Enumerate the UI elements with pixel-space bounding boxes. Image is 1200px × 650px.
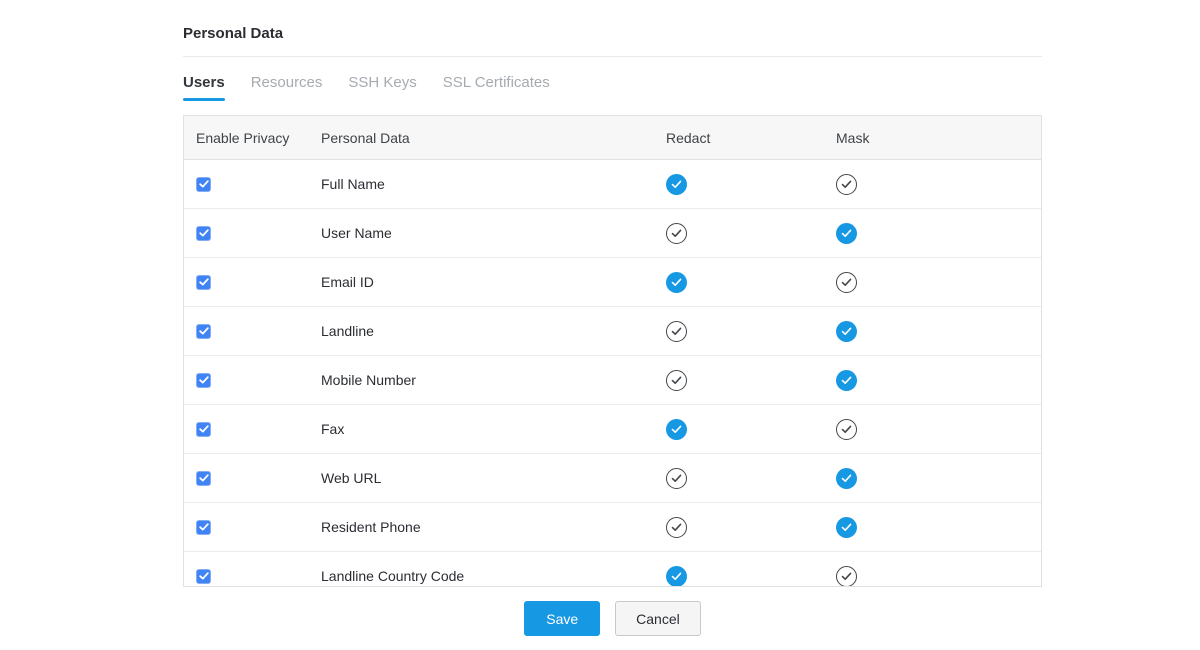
tab-bar: Users Resources SSH Keys SSL Certificate… [183, 57, 1042, 101]
check-icon [198, 327, 209, 335]
check-icon [671, 523, 682, 531]
row-label: User Name [321, 225, 392, 241]
redact-indicator[interactable] [666, 418, 687, 440]
check-icon [198, 523, 209, 531]
enable-privacy-checkbox[interactable] [196, 274, 211, 290]
column-header-mask: Mask [836, 129, 870, 146]
mask-indicator[interactable] [836, 418, 857, 440]
redact-indicator[interactable] [666, 222, 687, 244]
enable-privacy-checkbox[interactable] [196, 176, 211, 192]
check-icon [841, 229, 852, 237]
check-icon [671, 327, 682, 335]
check-icon [198, 278, 209, 286]
check-icon [671, 180, 682, 188]
table-row: User Name [184, 209, 1041, 258]
column-header-enable-privacy: Enable Privacy [196, 129, 290, 146]
check-icon [671, 376, 682, 384]
check-icon [671, 278, 682, 286]
check-icon [841, 180, 852, 188]
redact-indicator[interactable] [666, 467, 687, 489]
row-label: Mobile Number [321, 372, 416, 388]
row-label: Landline Country Code [321, 568, 465, 584]
enable-privacy-checkbox[interactable] [196, 225, 211, 241]
mask-indicator[interactable] [836, 271, 857, 293]
check-icon [841, 474, 852, 482]
check-icon [198, 229, 209, 237]
table-header-row: Enable Privacy Personal Data Redact Mask [184, 116, 1041, 160]
tab-resources[interactable]: Resources [250, 74, 323, 91]
row-label: Fax [321, 421, 345, 437]
row-label: Web URL [321, 470, 382, 486]
check-icon [841, 376, 852, 384]
enable-privacy-checkbox[interactable] [196, 323, 211, 339]
check-icon [841, 327, 852, 335]
check-icon [671, 572, 682, 580]
mask-indicator[interactable] [836, 320, 857, 342]
table-row: Landline [184, 307, 1041, 356]
row-label: Resident Phone [321, 519, 421, 535]
check-icon [841, 425, 852, 433]
save-button[interactable]: Save [524, 601, 601, 636]
page-title: Personal Data [183, 25, 284, 42]
redact-indicator[interactable] [666, 271, 687, 293]
check-icon [671, 229, 682, 237]
table-row: Mobile Number [184, 356, 1041, 405]
action-bar: Save Cancel [183, 601, 1042, 636]
check-icon [841, 523, 852, 531]
row-label: Full Name [321, 176, 385, 192]
tab-ssh-keys[interactable]: SSH Keys [348, 74, 417, 91]
mask-indicator[interactable] [836, 369, 857, 391]
redact-indicator[interactable] [666, 565, 687, 586]
check-icon [198, 474, 209, 482]
tab-users[interactable]: Users [183, 74, 225, 101]
tab-ssl-certificates[interactable]: SSL Certificates [442, 74, 550, 91]
row-label: Landline [321, 323, 374, 339]
table-row: Email ID [184, 258, 1041, 307]
check-icon [841, 278, 852, 286]
table-row: Fax [184, 405, 1041, 454]
redact-indicator[interactable] [666, 173, 687, 195]
mask-indicator[interactable] [836, 467, 857, 489]
enable-privacy-checkbox[interactable] [196, 519, 211, 535]
table-row: Web URL [184, 454, 1041, 503]
column-header-personal-data: Personal Data [321, 129, 410, 146]
check-icon [671, 474, 682, 482]
row-label: Email ID [321, 274, 374, 290]
check-icon [198, 180, 209, 188]
cancel-button[interactable]: Cancel [615, 601, 701, 636]
title-divider [183, 56, 1042, 57]
personal-data-table: Enable Privacy Personal Data Redact Mask… [183, 115, 1042, 587]
table-row: Resident Phone [184, 503, 1041, 552]
mask-indicator[interactable] [836, 565, 857, 586]
check-icon [671, 425, 682, 433]
column-header-redact: Redact [666, 129, 711, 146]
enable-privacy-checkbox[interactable] [196, 568, 211, 584]
enable-privacy-checkbox[interactable] [196, 470, 211, 486]
table-row: Full Name [184, 160, 1041, 209]
table-row: Landline Country Code [184, 552, 1041, 586]
mask-indicator[interactable] [836, 516, 857, 538]
redact-indicator[interactable] [666, 516, 687, 538]
redact-indicator[interactable] [666, 369, 687, 391]
check-icon [198, 425, 209, 433]
mask-indicator[interactable] [836, 173, 857, 195]
check-icon [198, 572, 209, 580]
check-icon [198, 376, 209, 384]
redact-indicator[interactable] [666, 320, 687, 342]
check-icon [841, 572, 852, 580]
table-body: Full Name User Name [184, 160, 1041, 586]
personal-data-panel: Personal Data Users Resources SSH Keys S… [183, 0, 1042, 636]
enable-privacy-checkbox[interactable] [196, 421, 211, 437]
enable-privacy-checkbox[interactable] [196, 372, 211, 388]
mask-indicator[interactable] [836, 222, 857, 244]
